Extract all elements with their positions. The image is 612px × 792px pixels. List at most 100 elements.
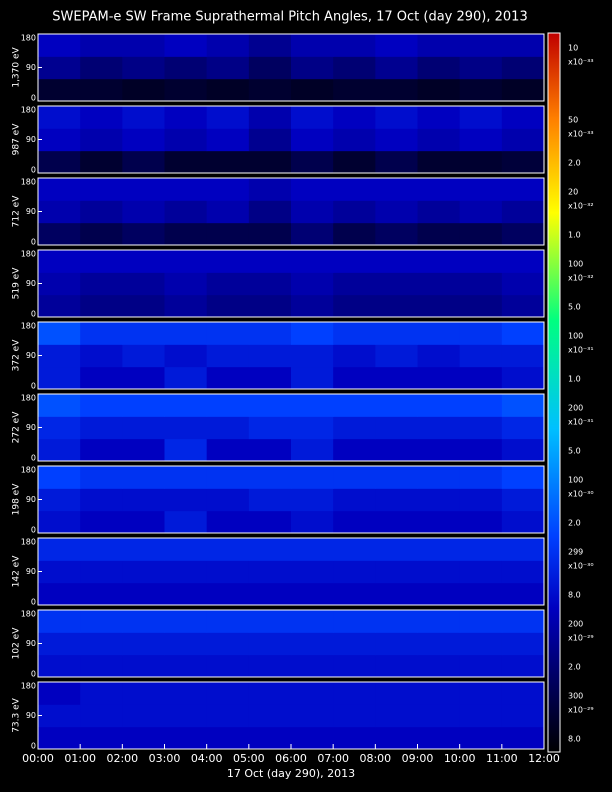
heatmap-cell [417,56,461,80]
heatmap-cell [459,438,503,462]
x-tick-label: 10:00 [444,752,476,765]
heatmap-cell [122,632,165,656]
heatmap-cell [417,128,461,152]
heatmap-cell [291,222,334,246]
heatmap-cell [80,704,123,728]
heatmap-cell [38,178,81,201]
heatmap-cell [164,178,208,201]
heatmap-cell [248,366,292,390]
heatmap-cell [333,150,376,174]
heatmap-cell [206,34,250,57]
heatmap-cell [122,150,165,174]
colorbar-label: x10⁻³³ [568,130,594,139]
heatmap-cell [80,654,123,678]
heatmap-cell [417,632,461,656]
heatmap-cell [417,416,461,440]
colorbar-label: x10⁻³³ [568,58,594,67]
heatmap-cell [333,704,376,728]
heatmap-cell [417,250,461,273]
heatmap-cell [375,106,418,129]
heatmap-cell [80,344,123,368]
heatmap-cell [80,632,123,656]
heatmap-cell [80,200,123,224]
heatmap-cell [38,78,81,102]
x-tick-label: 12:00 [528,752,560,765]
heatmap-cell [417,654,461,678]
heatmap-cell [417,582,461,606]
heatmap-cell [417,78,461,102]
colorbar-label: 8.0 [568,591,581,600]
y-axis-label: 372 eV [12,339,22,372]
heatmap-cell [501,78,545,102]
y-axis-label: 102 eV [12,627,22,660]
heatmap-cell [38,610,81,633]
heatmap-cell [333,366,376,390]
heatmap-cell [501,560,545,584]
heatmap-cell [459,294,503,318]
heatmap-cell [38,222,81,246]
heatmap-cell [206,488,250,512]
x-tick-label: 11:00 [486,752,518,765]
heatmap-cell [164,438,208,462]
heatmap-cell [248,488,292,512]
heatmap-cell [248,610,292,633]
heatmap-cell [164,610,208,633]
heatmap-cell [291,294,334,318]
colorbar-label: 2.0 [568,663,581,672]
heatmap-cell [206,394,250,417]
heatmap-cell [164,106,208,129]
heatmap-cell [417,610,461,633]
heatmap-cell [122,272,165,296]
heatmap-cell [122,538,165,561]
heatmap-cell [38,322,81,345]
heatmap-cell [459,466,503,489]
heatmap-cell [206,56,250,80]
heatmap-cell [206,416,250,440]
heatmap-cell [80,34,123,57]
heatmap-cell [291,466,334,489]
heatmap-cell [164,294,208,318]
y-axis-label: 987 eV [12,123,22,156]
heatmap-cell [164,250,208,273]
heatmap-cell [417,560,461,584]
heatmap-cell [459,560,503,584]
colorbar-label: 10 [568,44,578,53]
heatmap-cell [417,178,461,201]
heatmap-cell [80,394,123,417]
heatmap-cell [38,366,81,390]
heatmap-cell [248,200,292,224]
heatmap-cell [291,438,334,462]
heatmap-cell [38,632,81,656]
heatmap-cell [164,200,208,224]
heatmap-cell [459,178,503,201]
heatmap-cell [80,726,123,750]
heatmap-cell [459,394,503,417]
heatmap-cell [375,704,418,728]
colorbar-label: 2.0 [568,519,581,528]
heatmap-cell [333,272,376,296]
heatmap-cell [206,726,250,750]
heatmap-cell [459,222,503,246]
heatmap-cell [333,34,376,57]
heatmap-cell [248,272,292,296]
heatmap-cell [80,610,123,633]
y-axis-label: 198 eV [12,483,22,516]
colorbar-label: 5.0 [568,447,581,456]
heatmap-cell [38,726,81,750]
heatmap-cell [122,56,165,80]
heatmap-cell [417,272,461,296]
heatmap-cell [333,322,376,345]
heatmap-cell [501,682,545,705]
heatmap-cell [80,538,123,561]
heatmap-cell [164,394,208,417]
heatmap-cell [248,538,292,561]
y-tick-label: 0 [31,382,36,391]
heatmap-cell [248,56,292,80]
heatmap-cell [122,582,165,606]
heatmap-cell [375,56,418,80]
heatmap-cell [291,726,334,750]
heatmap-cell [459,56,503,80]
heatmap-cell [248,394,292,417]
heatmap-cell [375,416,418,440]
heatmap-cell [206,78,250,102]
